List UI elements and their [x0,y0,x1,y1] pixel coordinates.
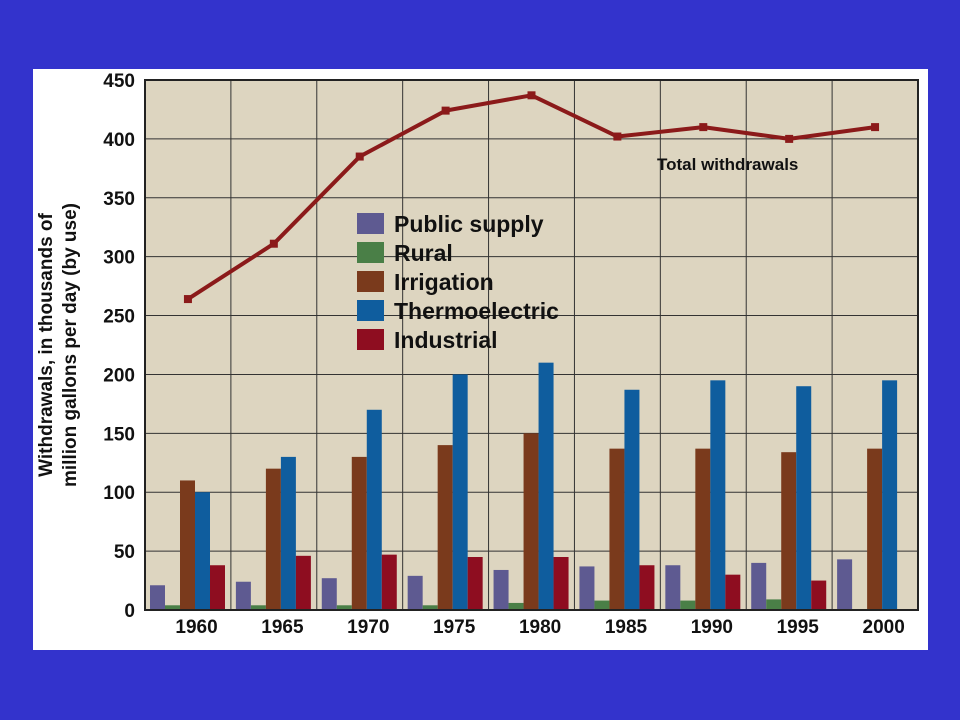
legend-label-industrial: Industrial [394,327,498,353]
bar-public-supply-1990 [665,565,681,610]
x-tick-label: 2000 [863,617,905,638]
bar-thermoelectric-1985 [624,389,640,610]
bar-thermoelectric-2000 [882,380,898,610]
total-withdrawals-point-1960 [183,295,192,304]
bar-irrigation-1975 [437,445,453,610]
bar-public-supply-1965 [235,581,251,610]
bar-rural-1985 [594,600,610,610]
bar-rural-1965 [250,605,266,610]
legend-swatch-public-supply [357,213,384,234]
bar-irrigation-1985 [609,448,625,610]
bar-thermoelectric-1980 [538,362,554,610]
bar-irrigation-1980 [523,433,539,610]
total-withdrawals-line [183,91,880,304]
y-tick-label: 400 [103,130,135,151]
x-tick-label: 1980 [519,617,561,638]
bar-thermoelectric-1975 [452,374,468,610]
bar-rural-1970 [336,605,352,610]
x-tick-label: 1995 [777,617,820,638]
y-tick-label: 100 [103,483,135,504]
x-tick-label: 1965 [261,617,304,638]
y-tick-label: 300 [103,248,135,269]
total-withdrawals-point-1990 [699,123,708,132]
total-withdrawals-label: Total withdrawals [657,155,798,174]
x-tick-label: 1975 [433,617,476,638]
bar-public-supply-1985 [579,566,595,610]
bar-thermoelectric-1960 [195,492,210,610]
legend: Public supply Rural Irrigation Thermoelectr… [357,211,559,353]
bar-irrigation-1970 [351,456,367,610]
y-tick-label: 450 [103,71,135,92]
bar-rural-1960 [165,605,180,610]
bar-industrial-1960 [210,565,225,610]
bar-irrigation-1990 [695,448,711,610]
bar-irrigation-1965 [265,468,281,610]
legend-label-rural: Rural [394,240,453,266]
legend-swatch-industrial [357,329,384,350]
legend-label-public-supply: Public supply [394,211,544,237]
x-tick-label: 1970 [347,617,389,638]
bar-industrial-1970 [381,554,397,610]
axes: 0 50 100 150 200 250 300 350 400 450 1960 1965 1970 1… [103,71,919,638]
bar-industrial-1995 [811,580,827,610]
legend-swatch-irrigation [357,271,384,292]
bar-rural-1975 [422,605,438,610]
y-tick-label: 50 [114,542,135,563]
y-axis-label-line-2: million gallons per day (by use) [60,203,81,487]
bar-public-supply-1980 [493,569,509,610]
bar-thermoelectric-1990 [710,380,726,610]
x-tick-label: 1960 [175,617,217,638]
bar-industrial-1975 [467,557,483,610]
y-tick-label: 250 [103,307,135,328]
total-withdrawals-point-1985 [613,132,622,141]
bar-rural-1980 [508,602,524,610]
legend-swatch-rural [357,242,384,263]
y-tick-label: 150 [103,424,135,445]
bar-public-supply-1975 [407,575,423,610]
bar-thermoelectric-1970 [366,409,382,610]
total-withdrawals-point-1975 [441,106,450,115]
bar-thermoelectric-1965 [280,456,296,610]
legend-label-irrigation: Irrigation [394,269,494,295]
bar-irrigation-1960 [180,480,195,610]
legend-label-thermoelectric: Thermoelectric [394,298,559,324]
bar-industrial-1965 [295,555,311,610]
bar-rural-1990 [680,600,696,610]
bar-series [150,362,898,610]
total-withdrawals-point-1980 [527,91,536,100]
bar-irrigation-2000 [867,448,883,610]
bar-industrial-1985 [639,565,655,610]
y-axis-label-line-1: Withdrawals, in thousands of [36,212,57,476]
bar-industrial-1990 [725,574,741,610]
total-withdrawals-point-2000 [871,123,880,132]
plot-frame [144,79,919,611]
legend-swatch-thermoelectric [357,300,384,321]
bar-public-supply-2000 [837,559,853,610]
bar-irrigation-1995 [781,452,797,610]
x-tick-label: 1990 [691,617,733,638]
total-withdrawals-point-1970 [355,152,364,161]
y-tick-label: 200 [103,365,135,386]
bar-public-supply-1960 [150,585,165,610]
total-withdrawals-point-1965 [269,239,278,248]
bar-industrial-1980 [553,557,569,610]
y-tick-label: 0 [124,601,135,622]
bar-thermoelectric-1995 [796,386,812,610]
bar-rural-1995 [766,599,782,610]
total-withdrawals-point-1995 [785,134,794,143]
y-tick-label: 350 [103,189,135,210]
x-tick-label: 1985 [605,617,648,638]
bar-public-supply-1995 [751,562,767,610]
bar-public-supply-1970 [321,578,337,610]
